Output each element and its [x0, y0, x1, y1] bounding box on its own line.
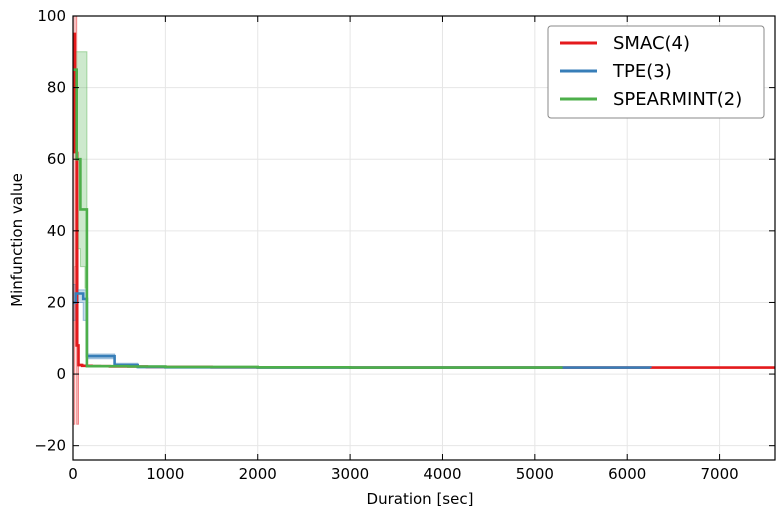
x-tick-label: 6000: [608, 465, 646, 483]
x-tick-label: 4000: [423, 465, 461, 483]
y-tick-label: 100: [37, 7, 66, 25]
plot-frame: [72, 15, 776, 461]
x-tick-label: 7000: [700, 465, 738, 483]
legend-label-smac: SMAC(4): [613, 33, 690, 54]
y-tick-label: 80: [47, 79, 66, 97]
y-tick-label: 20: [47, 293, 66, 311]
y-axis-label: Minfunction value: [8, 173, 26, 307]
x-tick-label: 1000: [146, 465, 184, 483]
legend: SMAC(4) TPE(3) SPEARMINT(2): [547, 25, 765, 119]
y-tick-label: 40: [47, 222, 66, 240]
series-line-spearmint: [73, 68, 563, 369]
legend-entry-tpe: TPE(3): [560, 61, 672, 82]
legend-label-tpe: TPE(3): [612, 61, 672, 82]
y-tick-label: 60: [47, 150, 66, 168]
series-line-tpe: [73, 292, 652, 369]
y-tick-label: 0: [56, 365, 66, 383]
x-axis-label: Duration [sec]: [367, 490, 474, 508]
x-tick-label: 2000: [239, 465, 277, 483]
legend-entry-spearmint: SPEARMINT(2): [560, 89, 742, 110]
legend-label-spearmint: SPEARMINT(2): [613, 89, 742, 110]
y-tick-label: −20: [34, 437, 66, 455]
legend-box: [547, 25, 765, 119]
series-lines: [73, 32, 775, 369]
x-tick-label: 5000: [516, 465, 554, 483]
x-tick-label: 3000: [331, 465, 369, 483]
legend-entry-smac: SMAC(4): [560, 33, 690, 54]
x-tick-label: 0: [68, 465, 78, 483]
axis-ticks: 0 1000 2000 3000 4000 5000 6000 7000−2002040608…: [34, 7, 775, 483]
